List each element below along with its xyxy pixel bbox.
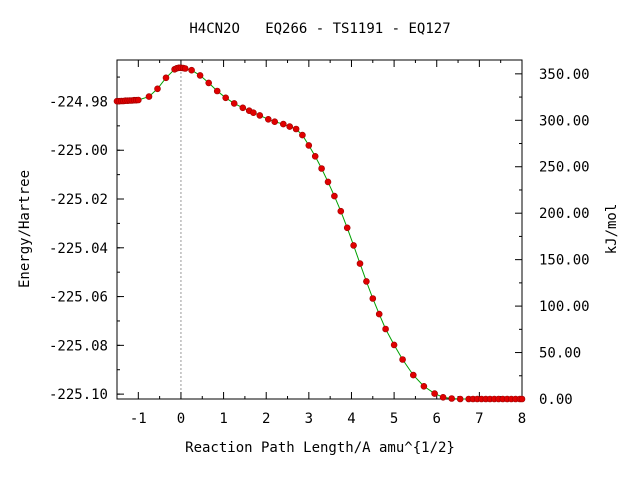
data-point (135, 96, 142, 104)
data-point (286, 123, 294, 130)
axis-layer: -1 0 1 2 3 4 5 6 7 8 -224.98 -225.00 -225.02 -225.04 -… (49, 60, 590, 427)
data-point (292, 125, 300, 133)
x-axis-label: Reaction Path Length/A amu^{1/2} (185, 440, 455, 456)
data-point (162, 74, 170, 82)
x-tick-label: 4 (347, 411, 355, 427)
data-point (205, 79, 212, 87)
data-point (305, 142, 313, 149)
data-point (271, 118, 279, 125)
data-point (369, 295, 377, 302)
y-axis-label: Energy/Hartree (17, 170, 33, 288)
data-point (331, 192, 338, 200)
data-point (264, 116, 272, 123)
data-point (456, 395, 464, 403)
x-tick-label: 2 (262, 411, 270, 427)
y-tick-label: -224.98 (49, 94, 108, 110)
data-point (375, 310, 383, 318)
y-tick-label: -225.10 (49, 387, 108, 403)
y2-tick-label: 250.00 (539, 160, 590, 176)
x-tick-label: 5 (390, 411, 398, 427)
data-point (343, 224, 351, 232)
data-point (448, 395, 456, 402)
data-point (311, 153, 319, 160)
x-tick-label: 1 (219, 411, 227, 427)
data-point (439, 393, 447, 401)
data-point (337, 207, 345, 215)
data-point (299, 131, 306, 139)
data-point (222, 94, 229, 102)
x-tick-label: -1 (130, 411, 147, 427)
y2-tick-label: 150.00 (539, 253, 590, 269)
data-point (363, 278, 370, 285)
data-point (399, 356, 406, 363)
data-point (324, 178, 332, 186)
y2-tick-label: 50.00 (539, 346, 581, 362)
y2-tick-label: 200.00 (539, 206, 590, 222)
x-tick-label: 8 (518, 411, 526, 427)
data-point (256, 112, 264, 119)
y-tick-label: -225.02 (49, 192, 108, 208)
data-point (356, 260, 364, 267)
x-tick-label: 3 (305, 411, 313, 427)
data-point (196, 72, 204, 79)
data-point (318, 165, 325, 172)
y2-tick-label: 350.00 (539, 67, 590, 83)
y-tick-label: -225.06 (49, 290, 108, 306)
data-point (250, 109, 257, 116)
data-point (420, 382, 428, 390)
data-point (431, 390, 438, 397)
x-tick-label: 6 (433, 411, 441, 427)
y2-tick-label: 300.00 (539, 113, 590, 129)
series-layer (113, 64, 526, 403)
data-point (390, 341, 398, 349)
y2-tick-label: 100.00 (539, 299, 590, 315)
x-tick-label: 0 (177, 411, 185, 427)
y-tick-label: -225.04 (49, 241, 108, 257)
data-point (181, 65, 189, 72)
data-point (213, 87, 221, 95)
data-point (230, 100, 238, 107)
plot-frame (116, 59, 523, 400)
chart-title: H4CN2O EQ266 - TS1191 - EQ127 (189, 21, 450, 37)
data-point (145, 93, 153, 100)
data-point (350, 242, 357, 249)
data-point (154, 85, 161, 93)
data-point (382, 325, 389, 333)
data-point (518, 395, 526, 403)
data-point (188, 66, 195, 74)
y-tick-label: -225.08 (49, 338, 108, 354)
data-point (239, 104, 247, 112)
data-point (279, 120, 287, 128)
y2-axis-label: kJ/mol (604, 204, 620, 255)
x-tick-label: 7 (475, 411, 483, 427)
energy-curve-line (117, 67, 522, 400)
y2-tick-label: 0.00 (539, 392, 573, 408)
data-point (409, 371, 417, 379)
y-tick-label: -225.00 (49, 143, 108, 159)
